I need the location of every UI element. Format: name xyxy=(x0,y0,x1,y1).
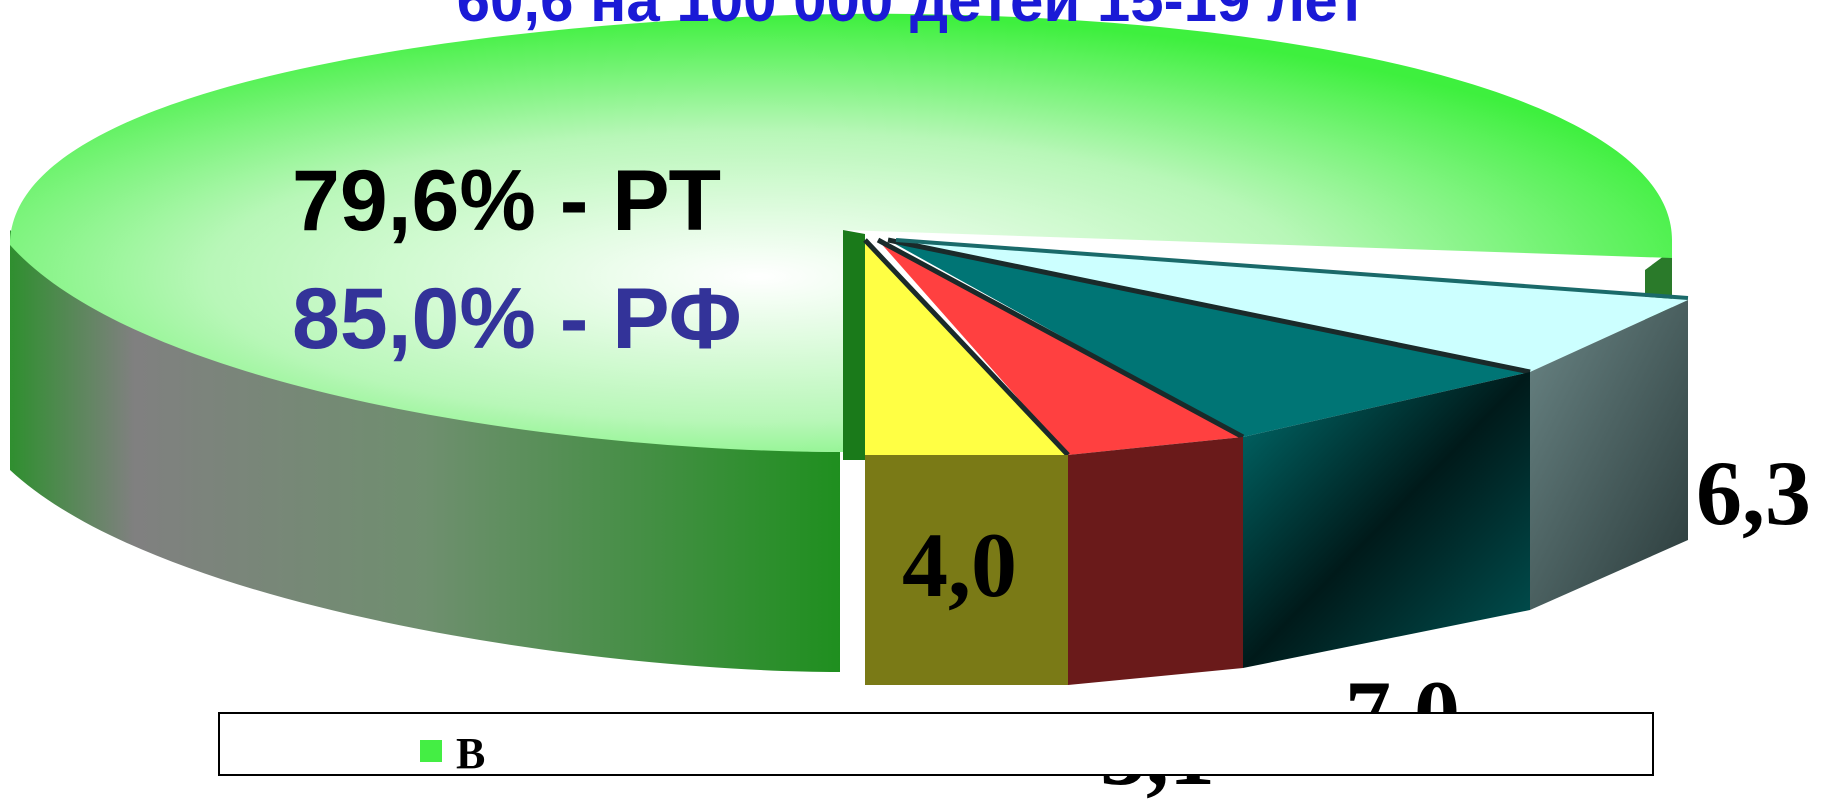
slice-light-side xyxy=(1530,300,1688,610)
slice-main-top xyxy=(10,13,1672,452)
data-label-light: 6,3 xyxy=(1696,442,1811,544)
slice-light-edge xyxy=(895,238,1689,300)
slice-main-edge xyxy=(843,230,865,460)
data-label-yellow: 4,0 xyxy=(902,514,1017,616)
slice-light-top xyxy=(896,240,1688,372)
legend-entry-label: В xyxy=(456,729,486,778)
main-slice-label-rt: 79,6% - РТ xyxy=(292,153,722,249)
slice-main-side xyxy=(10,230,840,672)
slice-red-side xyxy=(1068,437,1243,685)
slice-teal-top xyxy=(888,240,1530,437)
slice-teal-side xyxy=(1243,372,1530,668)
chart-legend: В xyxy=(218,712,1654,778)
main-slice-label-rf: 85,0% - РФ xyxy=(292,271,742,367)
slice-yellow-side xyxy=(865,455,1068,685)
slice-dividers xyxy=(863,237,1531,457)
chart-title: 60,6 на 100 000 детей 15-19 лет xyxy=(456,0,1367,34)
legend-swatch xyxy=(420,740,442,762)
pie-chart xyxy=(10,13,1689,685)
slice-red-top xyxy=(878,240,1243,455)
